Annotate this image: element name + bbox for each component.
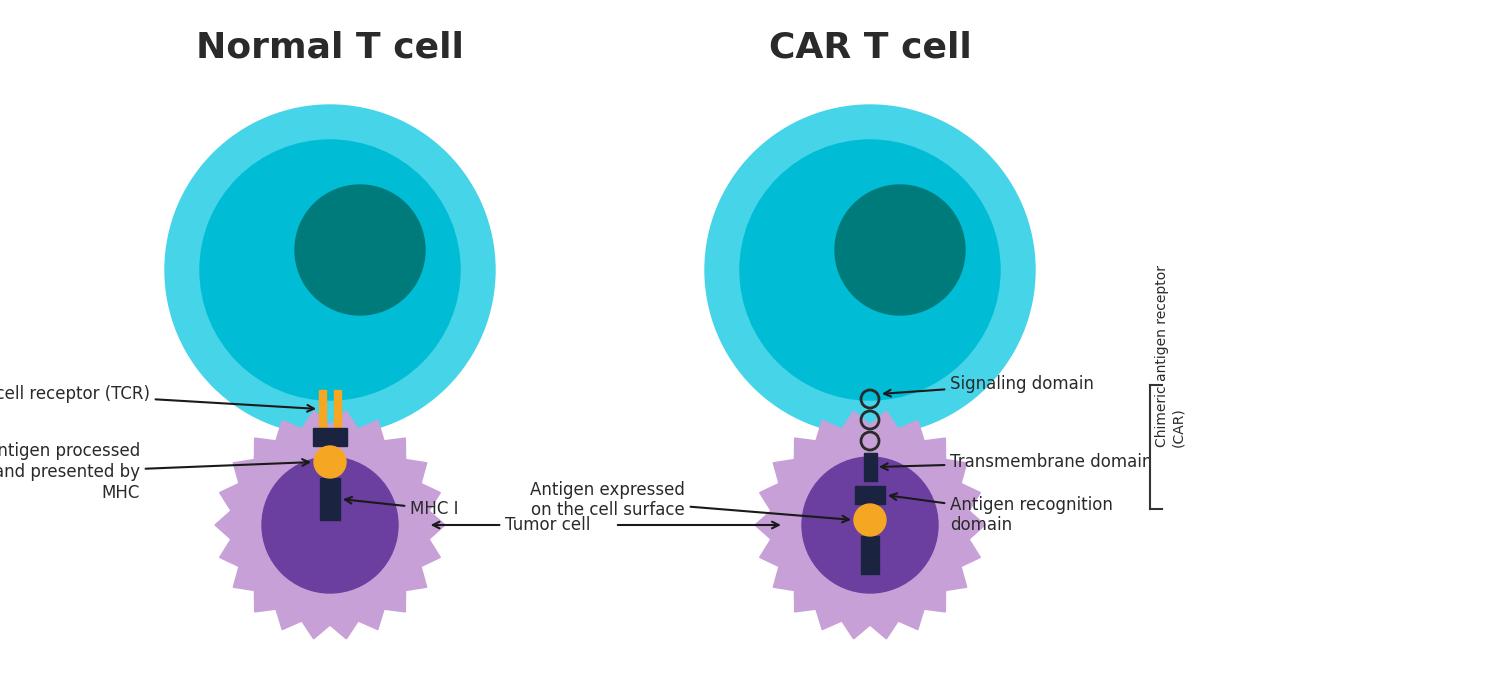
Circle shape — [802, 457, 938, 593]
Text: Antigen processed
and presented by
MHC: Antigen processed and presented by MHC — [0, 442, 309, 502]
Circle shape — [853, 504, 886, 536]
Bar — [314, 428, 346, 446]
Circle shape — [165, 105, 495, 435]
Text: T cell receptor (TCR): T cell receptor (TCR) — [0, 385, 314, 412]
Text: Antigen recognition
domain: Antigen recognition domain — [890, 494, 1113, 534]
Circle shape — [262, 457, 398, 593]
Circle shape — [200, 140, 460, 400]
Bar — [334, 390, 340, 428]
Polygon shape — [214, 411, 446, 639]
Bar — [320, 478, 340, 520]
Polygon shape — [754, 411, 986, 639]
Text: Transmembrane domain: Transmembrane domain — [880, 453, 1152, 471]
Text: Chimeric antigen receptor
(CAR): Chimeric antigen receptor (CAR) — [1155, 265, 1185, 447]
Text: MHC I: MHC I — [345, 497, 459, 518]
Circle shape — [836, 185, 964, 315]
Text: Signaling domain: Signaling domain — [884, 375, 1094, 396]
Circle shape — [296, 185, 424, 315]
Text: Normal T cell: Normal T cell — [196, 30, 464, 64]
Circle shape — [705, 105, 1035, 435]
Bar — [855, 486, 885, 504]
Bar — [861, 536, 879, 574]
Text: Tumor cell: Tumor cell — [433, 516, 591, 534]
Circle shape — [740, 140, 1000, 400]
Text: Antigen expressed
on the cell surface: Antigen expressed on the cell surface — [530, 481, 849, 522]
Bar — [320, 390, 326, 428]
Text: CAR T cell: CAR T cell — [768, 30, 972, 64]
Bar — [864, 453, 877, 481]
Circle shape — [314, 446, 346, 478]
